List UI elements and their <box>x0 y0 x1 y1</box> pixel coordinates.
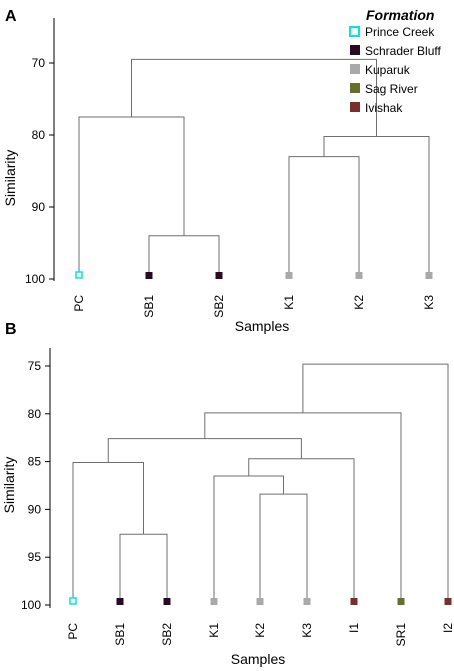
leaf-label: K2 <box>352 295 366 310</box>
legend-swatch <box>350 83 360 93</box>
legend-label: Kuparuk <box>365 63 411 77</box>
panel-a-tree <box>78 58 430 272</box>
merge-link <box>119 533 168 598</box>
panel-b-label: B <box>5 321 17 338</box>
leaf-marker <box>163 598 171 605</box>
y-tick-label-80: 80 <box>32 128 46 142</box>
panel-a-leaves: PC SB1 SB2 K1 K2 K3 <box>72 271 436 318</box>
y-tick-label-85: 85 <box>28 455 42 469</box>
legend-label: Ivishak <box>365 101 403 115</box>
leaf-marker <box>355 272 363 279</box>
legend-label: Sag River <box>365 82 418 96</box>
y-tick-label-75: 75 <box>28 359 42 373</box>
leaf-marker <box>397 598 405 605</box>
merge-link <box>131 58 377 137</box>
y-tick-label-95: 95 <box>28 550 42 564</box>
legend-title: Formation <box>366 7 434 23</box>
panel-b-x-label: Samples <box>231 651 285 667</box>
y-tick-label-90: 90 <box>28 502 42 516</box>
leaf-label: SB2 <box>212 295 226 318</box>
leaf-marker <box>210 598 218 605</box>
merge-link <box>78 116 185 272</box>
leaf-label: K1 <box>282 295 296 310</box>
leaf-marker <box>75 271 83 279</box>
y-tick-label-90: 90 <box>32 200 46 214</box>
y-tick-label-100: 100 <box>21 598 41 612</box>
leaf-marker <box>350 598 358 605</box>
panel-a-ticks: 70 80 90 100 <box>25 56 54 286</box>
legend-label: Schrader Bluff <box>365 44 441 58</box>
leaf-label: SR1 <box>394 623 408 647</box>
merge-link <box>248 458 355 598</box>
legend: Formation Prince Creek Schrader Bluff Kupa… <box>349 7 441 115</box>
y-tick-label-80: 80 <box>28 407 42 421</box>
leaf-label: SB1 <box>142 295 156 318</box>
panel-b-ticks: 75 80 85 90 95 100 <box>21 359 50 612</box>
merge-link <box>72 462 144 598</box>
leaf-marker <box>215 272 223 279</box>
leaf-label: SB2 <box>160 623 174 646</box>
panel-a: A Similarity Samples PC SB1 SB2 K1 K2 K3 70 80… <box>2 7 441 334</box>
panel-a-y-label: Similarity <box>2 150 18 207</box>
leaf-label: SB1 <box>113 623 127 646</box>
y-tick-label-100: 100 <box>25 272 45 286</box>
leaf-label: PC <box>72 295 86 312</box>
panel-b-tree <box>72 363 449 598</box>
legend-items: Prince Creek Schrader Bluff Kuparuk Sag Riv… <box>349 25 441 115</box>
panel-b-y-label: Similarity <box>1 457 17 514</box>
leaf-label: I2 <box>441 623 454 633</box>
panel-b-leaves: PC SB1 SB2 K1 K2 K3 I1 SR1 I2 <box>66 597 454 647</box>
leaf-label: I1 <box>347 623 361 633</box>
leaf-marker <box>425 272 433 279</box>
leaf-marker <box>116 598 124 605</box>
leaf-marker <box>256 598 264 605</box>
y-tick-label-70: 70 <box>32 56 46 70</box>
leaf-marker <box>285 272 293 279</box>
legend-label: Prince Creek <box>365 25 435 39</box>
panel-b: B Similarity Samples PC SB1 SB2 K1 K2 K3 I1 SR1… <box>1 321 454 667</box>
legend-swatch <box>350 64 360 74</box>
merge-link <box>148 235 220 272</box>
merge-link <box>259 493 308 598</box>
leaf-marker <box>69 597 77 605</box>
legend-swatch <box>350 102 360 112</box>
legend-swatch <box>349 26 360 37</box>
merge-link <box>288 156 360 272</box>
legend-swatch <box>350 45 360 55</box>
leaf-label: K3 <box>422 295 436 310</box>
leaf-label: K3 <box>300 623 314 638</box>
leaf-label: PC <box>66 623 80 640</box>
leaf-label: K2 <box>253 623 267 638</box>
leaf-label: K1 <box>207 623 221 638</box>
leaf-marker <box>444 598 452 605</box>
merge-link <box>302 363 449 598</box>
leaf-marker <box>145 272 153 279</box>
panel-a-x-label: Samples <box>235 318 289 334</box>
merge-link <box>204 412 402 598</box>
leaf-marker <box>303 598 311 605</box>
panel-a-label: A <box>5 8 17 25</box>
